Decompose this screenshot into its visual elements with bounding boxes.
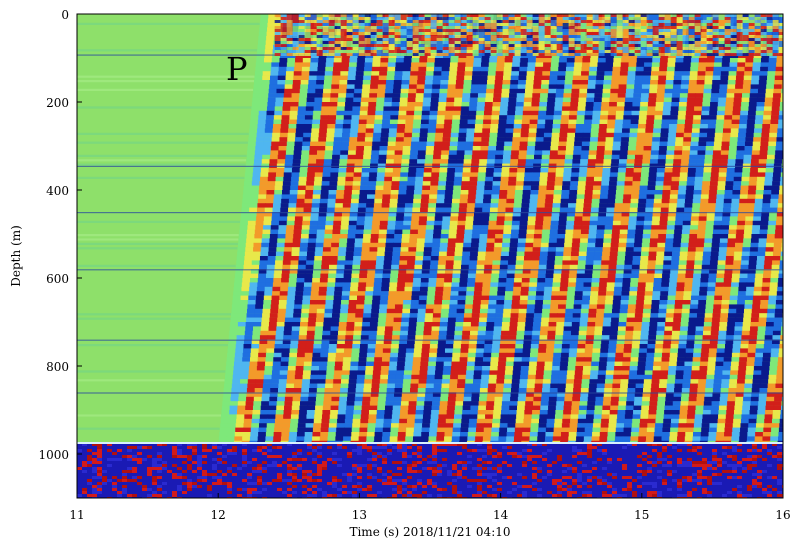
x-tick-label: 15 [634,508,649,522]
y-tick-label: 600 [46,272,69,286]
y-tick-label: 400 [46,184,69,198]
y-axis-label: Depth (m) [9,225,23,287]
p-wave-annotation: P [226,50,248,88]
y-tick-label: 1000 [38,448,69,462]
y-tick-label: 200 [46,96,69,110]
x-tick-label: 16 [775,508,790,522]
x-axis-label: Time (s) 2018/11/21 04:10 [349,525,510,539]
y-tick-label: 0 [61,8,69,22]
x-tick-label: 12 [211,508,226,522]
y-tick-label: 800 [46,360,69,374]
y-axis: 0 200 400 600 800 1000 [38,8,82,462]
x-tick-label: 14 [493,508,509,522]
x-axis: 11 12 13 14 15 16 [69,493,790,522]
x-tick-label: 11 [69,508,84,522]
x-tick-label: 13 [352,508,367,522]
heatmap-area [77,14,783,498]
plot-frame [76,13,784,499]
